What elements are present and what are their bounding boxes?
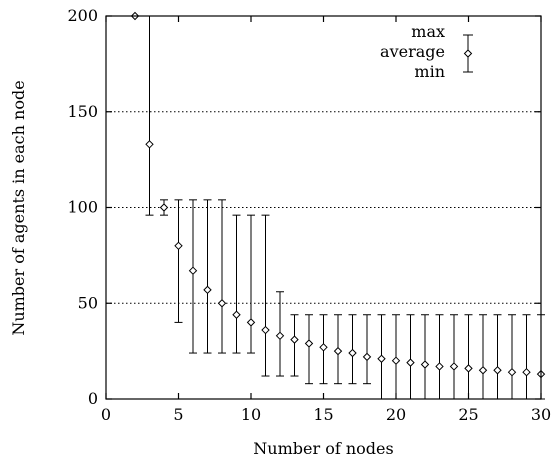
data-point [420,314,430,400]
y-tick-label: 100 [67,198,98,217]
data-point [464,314,473,400]
average-marker [275,331,285,341]
average-marker [159,203,169,212]
average-marker [406,358,415,367]
data-point [391,314,401,400]
data-layer [130,11,546,400]
legend-errorbar-sample [463,34,473,73]
data-point [203,199,212,354]
data-point [188,199,198,354]
grid-lines [106,111,541,304]
x-axis-label: Number of nodes [253,439,393,458]
data-point [174,199,183,323]
average-marker [304,339,314,348]
y-tick-label: 200 [67,6,98,25]
average-marker [449,362,459,371]
x-tick-label: 0 [101,405,111,424]
average-marker [174,241,183,251]
average-marker [232,310,241,319]
legend-average: average [380,42,445,61]
average-marker [348,348,357,358]
x-tick-label: 20 [386,405,406,424]
data-point [304,314,314,385]
x-tick-label: 25 [458,405,478,424]
average-marker [478,366,488,375]
average-marker [391,356,401,365]
average-marker [522,367,531,377]
average-marker [217,299,227,308]
data-point [522,314,531,400]
average-marker [435,362,444,371]
data-point [319,314,328,385]
average-marker [246,318,256,327]
axis-ticks: 0 5 10 15 20 25 30 0 50 100 150 200 [67,6,551,424]
data-point [275,291,285,377]
data-point [449,314,459,400]
data-point [435,314,444,400]
data-point [159,199,169,216]
legend: max average min [380,22,473,81]
average-marker [493,366,502,375]
average-marker [507,367,517,377]
data-point [232,214,241,354]
average-marker [377,354,386,363]
x-tick-label: 10 [241,405,261,424]
data-point [478,314,488,400]
legend-max: max [411,22,445,41]
average-marker [333,346,343,356]
data-point [246,214,256,354]
average-marker [188,266,198,275]
data-point [493,314,502,400]
data-point [261,214,270,377]
data-point [333,314,343,385]
x-tick-label: 15 [313,405,333,424]
data-point [406,314,415,400]
average-marker [362,352,372,362]
legend-min: min [414,62,445,81]
data-point [362,314,372,385]
data-point [290,314,299,377]
average-marker [261,325,270,335]
y-tick-label: 50 [78,293,98,312]
x-tick-label: 5 [173,405,183,424]
average-marker [290,335,299,344]
y-tick-label: 0 [88,389,98,408]
average-marker [464,364,473,373]
data-point [348,314,357,385]
x-tick-label: 30 [531,405,551,424]
average-marker [319,343,328,352]
y-axis-label: Number of agents in each node [9,80,28,335]
data-point [377,314,386,400]
y-tick-label: 150 [67,102,98,121]
average-marker [145,140,154,149]
data-point [507,314,517,400]
average-marker [203,285,212,295]
data-point [145,15,154,216]
average-marker [420,360,430,369]
data-point [217,199,227,354]
